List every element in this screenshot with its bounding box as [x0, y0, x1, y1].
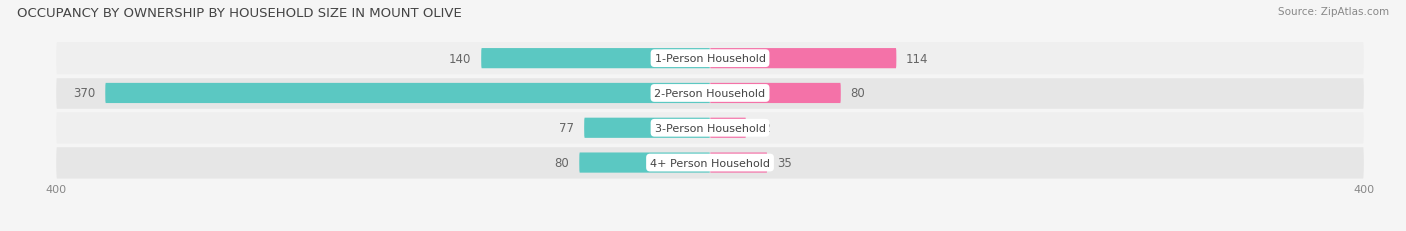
FancyBboxPatch shape	[579, 153, 710, 173]
FancyBboxPatch shape	[56, 112, 1364, 144]
FancyBboxPatch shape	[56, 43, 1364, 75]
FancyBboxPatch shape	[710, 153, 768, 173]
Text: 370: 370	[73, 87, 96, 100]
FancyBboxPatch shape	[105, 84, 710, 104]
FancyBboxPatch shape	[481, 49, 710, 69]
FancyBboxPatch shape	[710, 49, 897, 69]
Text: 140: 140	[449, 52, 471, 65]
Text: 114: 114	[905, 52, 929, 65]
Text: 4+ Person Household: 4+ Person Household	[650, 158, 770, 168]
Text: OCCUPANCY BY OWNERSHIP BY HOUSEHOLD SIZE IN MOUNT OLIVE: OCCUPANCY BY OWNERSHIP BY HOUSEHOLD SIZE…	[17, 7, 461, 20]
Text: 2-Person Household: 2-Person Household	[654, 88, 766, 99]
FancyBboxPatch shape	[56, 147, 1364, 179]
Text: 80: 80	[555, 156, 569, 169]
Text: 80: 80	[851, 87, 865, 100]
Text: 35: 35	[778, 156, 792, 169]
Text: Source: ZipAtlas.com: Source: ZipAtlas.com	[1278, 7, 1389, 17]
Text: 22: 22	[756, 122, 770, 135]
FancyBboxPatch shape	[56, 78, 1364, 109]
FancyBboxPatch shape	[710, 118, 747, 138]
FancyBboxPatch shape	[583, 118, 710, 138]
Text: 77: 77	[560, 122, 575, 135]
Text: 1-Person Household: 1-Person Household	[655, 54, 765, 64]
FancyBboxPatch shape	[710, 84, 841, 104]
Text: 3-Person Household: 3-Person Household	[655, 123, 765, 133]
